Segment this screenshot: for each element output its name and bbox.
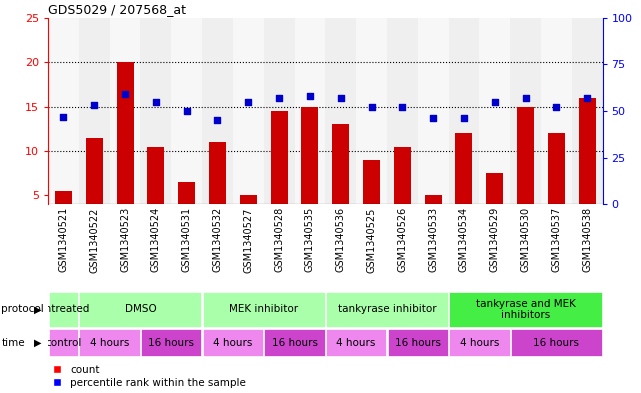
Bar — [449, 18, 479, 204]
Bar — [418, 18, 449, 204]
Text: DMSO: DMSO — [124, 305, 156, 314]
Bar — [387, 18, 418, 204]
Bar — [510, 18, 541, 204]
Bar — [203, 292, 325, 327]
Bar — [203, 329, 263, 356]
Bar — [141, 329, 201, 356]
Point — [304, 93, 315, 99]
Legend: count, percentile rank within the sample: count, percentile rank within the sample — [53, 365, 246, 388]
Bar — [55, 191, 72, 240]
Bar — [356, 18, 387, 204]
Bar — [178, 182, 195, 240]
Text: ▶: ▶ — [34, 338, 42, 348]
Bar — [294, 18, 325, 204]
Bar — [326, 292, 448, 327]
Point — [89, 102, 99, 108]
Bar — [449, 329, 510, 356]
Bar — [456, 133, 472, 240]
Text: time: time — [1, 338, 25, 348]
Bar — [332, 124, 349, 240]
Text: 4 hours: 4 hours — [90, 338, 129, 348]
Bar — [202, 18, 233, 204]
Bar — [541, 18, 572, 204]
Bar — [326, 329, 387, 356]
Text: 16 hours: 16 hours — [272, 338, 317, 348]
Bar — [511, 329, 602, 356]
Bar — [572, 18, 603, 204]
Point — [582, 95, 592, 101]
Bar — [49, 292, 78, 327]
Point — [120, 91, 130, 97]
Bar — [79, 18, 110, 204]
Text: protocol: protocol — [1, 305, 44, 314]
Bar — [424, 195, 442, 240]
Bar — [264, 329, 325, 356]
Text: control: control — [46, 338, 81, 348]
Point — [181, 108, 192, 114]
Bar — [49, 329, 78, 356]
Text: 4 hours: 4 hours — [337, 338, 376, 348]
Bar — [388, 329, 448, 356]
Text: 4 hours: 4 hours — [460, 338, 499, 348]
Point — [151, 99, 161, 105]
Bar — [548, 133, 565, 240]
Point — [520, 95, 531, 101]
Text: 16 hours: 16 hours — [395, 338, 441, 348]
Bar — [394, 147, 411, 240]
Bar — [86, 138, 103, 240]
Bar — [209, 142, 226, 240]
Text: tankyrase and MEK
inhibitors: tankyrase and MEK inhibitors — [476, 299, 576, 320]
Point — [274, 95, 284, 101]
Point — [243, 99, 253, 105]
Point — [336, 95, 346, 101]
Point — [428, 115, 438, 121]
Text: 16 hours: 16 hours — [148, 338, 194, 348]
Text: 16 hours: 16 hours — [533, 338, 579, 348]
Bar — [487, 173, 503, 240]
Bar — [517, 107, 534, 240]
Text: untreated: untreated — [38, 305, 89, 314]
Bar — [240, 195, 257, 240]
Bar — [301, 107, 319, 240]
Bar — [147, 147, 164, 240]
Point — [397, 104, 408, 110]
Bar — [79, 329, 140, 356]
Bar — [117, 62, 133, 240]
Text: tankyrase inhibitor: tankyrase inhibitor — [338, 305, 437, 314]
Bar — [271, 111, 288, 240]
Text: ▶: ▶ — [34, 305, 42, 314]
Bar — [263, 18, 294, 204]
Point — [212, 117, 222, 123]
Bar — [579, 98, 595, 240]
Point — [58, 114, 69, 120]
Bar — [110, 18, 140, 204]
Point — [459, 115, 469, 121]
Bar — [48, 18, 79, 204]
Point — [490, 99, 500, 105]
Point — [367, 104, 377, 110]
Bar — [79, 292, 201, 327]
Bar — [449, 292, 602, 327]
Bar — [363, 160, 380, 240]
Bar — [325, 18, 356, 204]
Text: 4 hours: 4 hours — [213, 338, 253, 348]
Text: MEK inhibitor: MEK inhibitor — [229, 305, 298, 314]
Point — [551, 104, 562, 110]
Bar — [233, 18, 263, 204]
Bar — [479, 18, 510, 204]
Bar — [140, 18, 171, 204]
Bar — [171, 18, 202, 204]
Text: GDS5029 / 207568_at: GDS5029 / 207568_at — [48, 3, 186, 16]
